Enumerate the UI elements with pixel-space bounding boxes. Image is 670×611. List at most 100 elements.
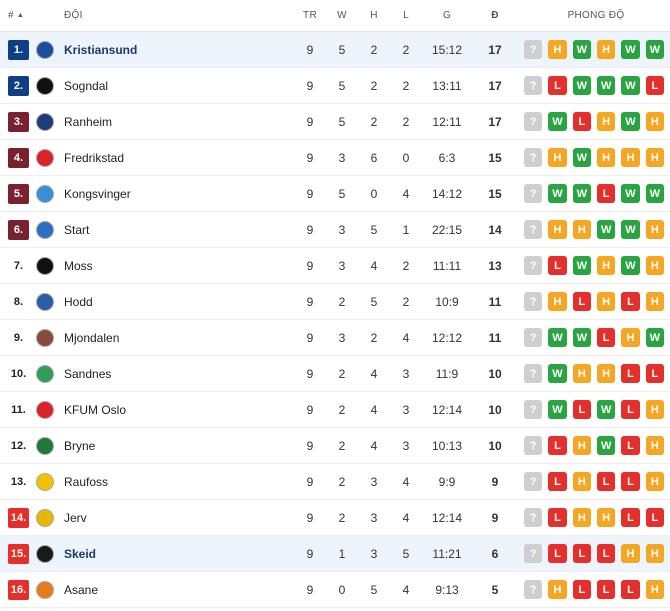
form-result-h[interactable]: H: [621, 148, 640, 167]
form-result-unknown[interactable]: ?: [524, 292, 543, 311]
form-result-h[interactable]: H: [548, 40, 567, 59]
form-result-h[interactable]: H: [645, 580, 664, 599]
table-row[interactable]: 13. Raufoss 9 2 3 4 9:9 9 ? L H L L H: [0, 464, 670, 500]
form-result-w[interactable]: W: [572, 256, 591, 275]
form-result-h[interactable]: H: [548, 580, 567, 599]
form-result-unknown[interactable]: ?: [524, 148, 543, 167]
form-result-unknown[interactable]: ?: [524, 184, 543, 203]
form-result-l[interactable]: L: [596, 184, 616, 203]
form-result-unknown[interactable]: ?: [524, 364, 543, 383]
form-result-w[interactable]: W: [621, 76, 640, 95]
form-result-h[interactable]: H: [548, 292, 567, 311]
form-result-h[interactable]: H: [596, 292, 616, 311]
form-result-l[interactable]: L: [621, 472, 640, 491]
form-result-w[interactable]: W: [596, 400, 616, 419]
team-column-header[interactable]: ĐỘI: [64, 10, 83, 21]
rank-column-header[interactable]: # ▲: [0, 10, 36, 21]
form-result-h[interactable]: H: [645, 112, 664, 131]
form-result-w[interactable]: W: [596, 220, 616, 239]
team-name[interactable]: Kristiansund: [64, 42, 138, 57]
team-name[interactable]: Bryne: [64, 438, 96, 453]
form-result-unknown[interactable]: ?: [524, 544, 543, 563]
form-result-h[interactable]: H: [645, 400, 664, 419]
form-result-l[interactable]: L: [596, 472, 616, 491]
form-result-w[interactable]: W: [621, 220, 640, 239]
form-result-l[interactable]: L: [621, 364, 640, 383]
form-result-l[interactable]: L: [548, 436, 567, 455]
form-result-unknown[interactable]: ?: [524, 220, 543, 239]
form-result-l[interactable]: L: [645, 508, 664, 527]
form-result-unknown[interactable]: ?: [524, 112, 543, 131]
form-result-h[interactable]: H: [596, 112, 616, 131]
form-result-unknown[interactable]: ?: [524, 472, 543, 491]
form-result-w[interactable]: W: [572, 76, 591, 95]
form-result-unknown[interactable]: ?: [524, 580, 543, 599]
form-result-w[interactable]: W: [548, 364, 567, 383]
form-result-h[interactable]: H: [596, 508, 616, 527]
form-result-h[interactable]: H: [572, 508, 591, 527]
form-result-h[interactable]: H: [645, 436, 664, 455]
form-result-h[interactable]: H: [621, 544, 640, 563]
form-result-h[interactable]: H: [645, 472, 664, 491]
team-name[interactable]: KFUM Oslo: [64, 402, 127, 417]
table-row[interactable]: 7. Moss 9 3 4 2 11:11 13 ? L W H W H: [0, 248, 670, 284]
team-name[interactable]: Hodd: [64, 294, 93, 309]
form-result-h[interactable]: H: [621, 328, 640, 347]
team-cell[interactable]: Bryne: [64, 439, 298, 453]
team-cell[interactable]: Fredrikstad: [64, 151, 298, 165]
team-name[interactable]: Ranheim: [64, 114, 113, 129]
form-result-h[interactable]: H: [645, 256, 664, 275]
team-cell[interactable]: Start: [64, 223, 298, 237]
form-result-h[interactable]: H: [572, 472, 591, 491]
team-name[interactable]: Start: [64, 222, 90, 237]
table-row[interactable]: 4. Fredrikstad 9 3 6 0 6:3 15 ? H W H H H: [0, 140, 670, 176]
table-row[interactable]: 9. Mjondalen 9 3 2 4 12:12 11 ? W W L H W: [0, 320, 670, 356]
form-result-l[interactable]: L: [596, 580, 616, 599]
form-result-l[interactable]: L: [548, 508, 567, 527]
form-result-unknown[interactable]: ?: [524, 256, 543, 275]
form-result-unknown[interactable]: ?: [524, 400, 543, 419]
form-result-l[interactable]: L: [572, 112, 591, 131]
form-result-l[interactable]: L: [572, 544, 591, 563]
form-result-h[interactable]: H: [645, 220, 664, 239]
table-row[interactable]: 1. Kristiansund 9 5 2 2 15:12 17 ? H W H W W: [0, 32, 670, 68]
form-result-l[interactable]: L: [645, 364, 664, 383]
form-result-l[interactable]: L: [548, 472, 567, 491]
team-name[interactable]: Fredrikstad: [64, 150, 125, 165]
form-result-h[interactable]: H: [572, 436, 591, 455]
form-result-w[interactable]: W: [572, 328, 591, 347]
team-cell[interactable]: Sogndal: [64, 79, 298, 93]
table-row[interactable]: 2. Sogndal 9 5 2 2 13:11 17 ? L W W W L: [0, 68, 670, 104]
team-cell[interactable]: Sandnes: [64, 367, 298, 381]
team-name[interactable]: Skeid: [64, 546, 97, 561]
form-result-h[interactable]: H: [596, 256, 616, 275]
form-result-unknown[interactable]: ?: [524, 508, 543, 527]
form-result-unknown[interactable]: ?: [524, 40, 543, 59]
form-result-l[interactable]: L: [596, 328, 616, 347]
form-result-unknown[interactable]: ?: [524, 328, 543, 347]
form-result-w[interactable]: W: [645, 40, 664, 59]
form-result-w[interactable]: W: [572, 184, 591, 203]
form-result-w[interactable]: W: [645, 328, 664, 347]
form-result-l[interactable]: L: [548, 256, 567, 275]
form-result-w[interactable]: W: [596, 76, 616, 95]
team-cell[interactable]: KFUM Oslo: [64, 403, 298, 417]
form-result-h[interactable]: H: [596, 40, 616, 59]
team-cell[interactable]: Mjondalen: [64, 331, 298, 345]
form-result-w[interactable]: W: [621, 112, 640, 131]
team-cell[interactable]: Skeid: [64, 547, 298, 561]
team-cell[interactable]: Moss: [64, 259, 298, 273]
table-row[interactable]: 10. Sandnes 9 2 4 3 11:9 10 ? W H H L L: [0, 356, 670, 392]
team-cell[interactable]: Ranheim: [64, 115, 298, 129]
form-result-h[interactable]: H: [645, 544, 664, 563]
form-result-l[interactable]: L: [621, 508, 640, 527]
form-result-w[interactable]: W: [621, 184, 640, 203]
team-name[interactable]: Asane: [64, 582, 99, 597]
table-row[interactable]: 11. KFUM Oslo 9 2 4 3 12:14 10 ? W L W L H: [0, 392, 670, 428]
form-result-l[interactable]: L: [548, 76, 567, 95]
table-row[interactable]: 8. Hodd 9 2 5 2 10:9 11 ? H L H L H: [0, 284, 670, 320]
team-cell[interactable]: Jerv: [64, 511, 298, 525]
table-row[interactable]: 12. Bryne 9 2 4 3 10:13 10 ? L H W L H: [0, 428, 670, 464]
team-name[interactable]: Kongsvinger: [64, 186, 131, 201]
form-result-unknown[interactable]: ?: [524, 436, 543, 455]
